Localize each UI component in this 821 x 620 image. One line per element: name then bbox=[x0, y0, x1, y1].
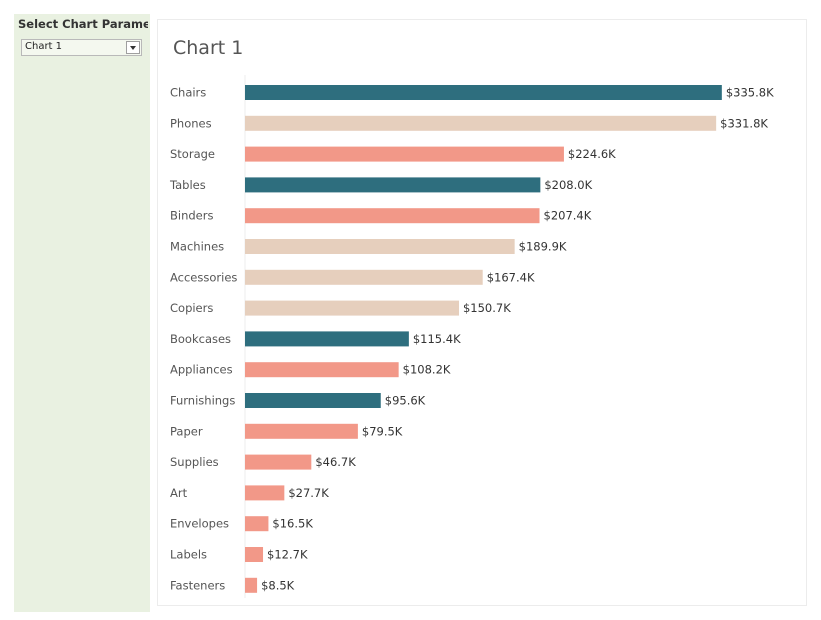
category-label: Storage bbox=[170, 147, 215, 161]
value-label: $331.8K bbox=[720, 116, 768, 130]
parameter-panel: Select Chart Paramet.. Chart 1 bbox=[14, 14, 150, 612]
value-label: $8.5K bbox=[261, 578, 295, 592]
value-label: $115.4K bbox=[413, 332, 461, 346]
bar[interactable] bbox=[245, 300, 459, 316]
category-label: Accessories bbox=[170, 270, 237, 284]
bar[interactable] bbox=[245, 115, 717, 131]
value-label: $150.7K bbox=[463, 301, 511, 315]
bar[interactable] bbox=[245, 239, 515, 254]
bar[interactable] bbox=[245, 547, 264, 562]
category-label: Binders bbox=[170, 209, 213, 223]
bar[interactable] bbox=[245, 208, 540, 224]
chart-title: Chart 1 bbox=[173, 37, 244, 59]
bar[interactable] bbox=[245, 331, 409, 347]
category-label: Supplies bbox=[170, 455, 219, 469]
category-label: Art bbox=[170, 486, 188, 500]
parameter-title: Select Chart Paramet.. bbox=[18, 17, 148, 31]
category-label: Bookcases bbox=[170, 332, 231, 346]
value-label: $108.2K bbox=[403, 363, 451, 377]
value-label: $12.7K bbox=[267, 548, 308, 562]
bar[interactable] bbox=[245, 516, 269, 532]
value-label: $189.9K bbox=[519, 240, 567, 254]
chevron-down-icon[interactable] bbox=[126, 41, 140, 54]
category-label: Fasteners bbox=[170, 578, 225, 592]
category-label: Furnishings bbox=[170, 394, 235, 408]
bar[interactable] bbox=[245, 269, 483, 285]
bar[interactable] bbox=[245, 393, 381, 408]
bar[interactable] bbox=[245, 577, 258, 593]
category-label: Appliances bbox=[170, 363, 233, 377]
chart-parameter-dropdown[interactable]: Chart 1 bbox=[21, 39, 142, 56]
category-label: Paper bbox=[170, 424, 203, 438]
category-label: Phones bbox=[170, 116, 212, 130]
value-label: $79.5K bbox=[362, 424, 403, 438]
value-label: $46.7K bbox=[315, 455, 356, 469]
category-label: Envelopes bbox=[170, 517, 229, 531]
category-label: Machines bbox=[170, 240, 224, 254]
category-label: Tables bbox=[169, 178, 206, 192]
bar-chart: Chairs $335.8K Phones $331.8K Storage $224.6K… bbox=[169, 75, 774, 598]
category-label: Copiers bbox=[170, 301, 213, 315]
value-label: $335.8K bbox=[726, 86, 774, 100]
bar[interactable] bbox=[245, 454, 312, 470]
value-label: $167.4K bbox=[487, 270, 535, 284]
category-label: Chairs bbox=[170, 86, 206, 100]
value-label: $208.0K bbox=[544, 178, 592, 192]
value-label: $224.6K bbox=[568, 147, 616, 161]
value-label: $95.6K bbox=[385, 394, 426, 408]
value-label: $16.5K bbox=[272, 517, 313, 531]
chart-panel: Chart 1 Chairs $335.8K Phones $331.8K Storag… bbox=[157, 19, 807, 606]
bar[interactable] bbox=[245, 85, 722, 100]
bar[interactable] bbox=[245, 423, 358, 439]
bar[interactable] bbox=[245, 362, 399, 378]
dropdown-selected-value: Chart 1 bbox=[25, 41, 63, 52]
bar[interactable] bbox=[245, 177, 541, 193]
category-label: Labels bbox=[170, 548, 207, 562]
bar[interactable] bbox=[245, 485, 285, 501]
bar[interactable] bbox=[245, 146, 564, 162]
value-label: $207.4K bbox=[544, 209, 592, 223]
value-label: $27.7K bbox=[288, 486, 329, 500]
